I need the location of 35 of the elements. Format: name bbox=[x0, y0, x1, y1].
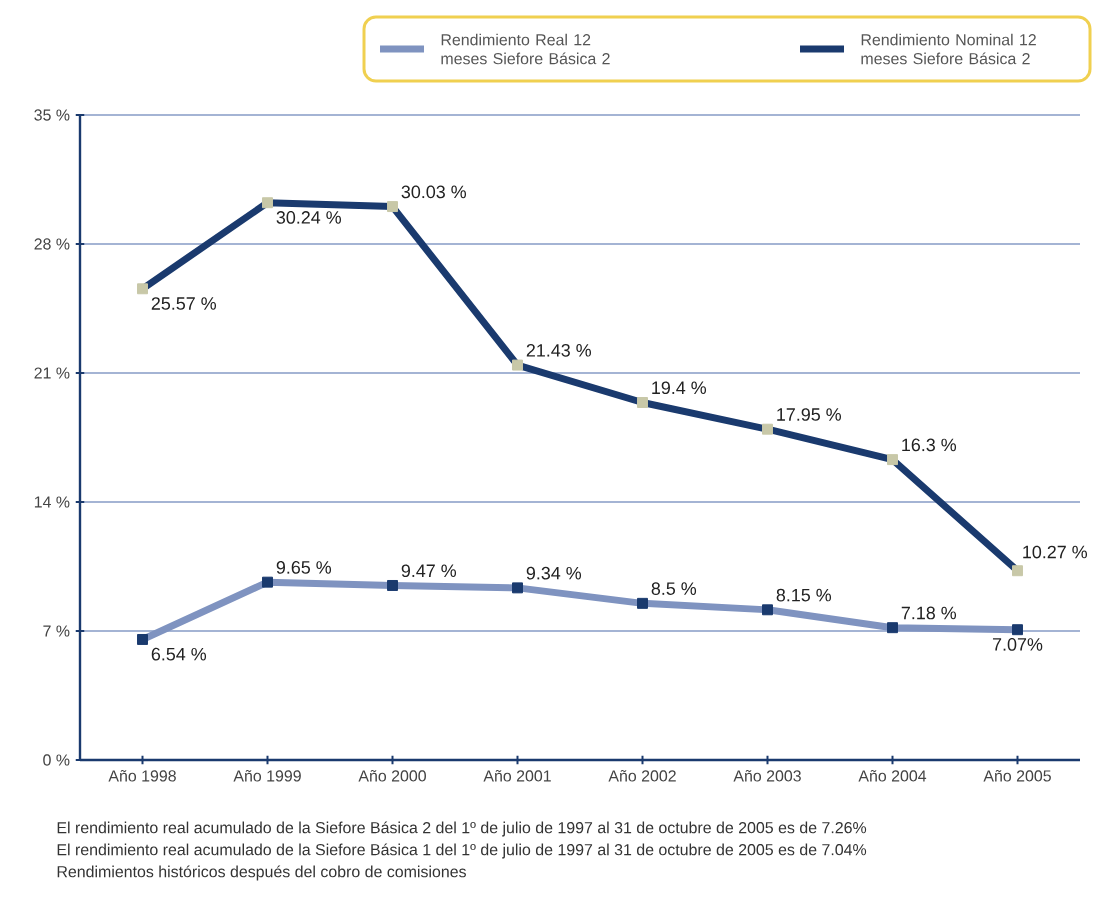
data-label: 16.3 % bbox=[902, 438, 957, 452]
x-tick-label: Año 2000 bbox=[358, 769, 426, 782]
data-label: 9.34 % bbox=[526, 566, 582, 580]
x-tick-label: Año 2001 bbox=[483, 769, 551, 782]
text: Rendimientos históricos después del cobro de comisiones bbox=[57, 865, 466, 881]
legend-label: Rendimiento Nominal 12 meses Siefore Básica 2 bbox=[861, 33, 1036, 65]
data-label: 25.57 % bbox=[151, 297, 217, 310]
data-label: 8.5 % bbox=[651, 582, 697, 595]
text: El rendimiento real acumulado de la Siefore Básica 1 del 1º de julio de 1997 al 31 de octubre de 2005 es de 7.04% bbox=[57, 843, 867, 859]
y-tick-label: 28 % bbox=[34, 238, 70, 250]
text: El rendimiento real acumulado de la Siefore Básica 2 del 1º de julio de 1997 al 31 de octubre de 2005 es de 7.26% bbox=[57, 821, 867, 837]
y-tick-label: 0 % bbox=[43, 754, 70, 766]
data-label: 7.18 % bbox=[901, 606, 957, 620]
x-tick-label: Año 2004 bbox=[858, 769, 927, 782]
data-label: 9.47 % bbox=[401, 564, 457, 578]
data-label: 7.07% bbox=[992, 638, 1043, 651]
data-label: 21.43 % bbox=[526, 343, 592, 357]
x-tick-label: Año 1998 bbox=[108, 769, 176, 782]
x-tick-label: Año 2005 bbox=[983, 769, 1051, 782]
data-label: 10.27 % bbox=[1023, 545, 1088, 559]
y-tick-label: 21 % bbox=[34, 367, 70, 379]
y-tick-label: 35 % bbox=[34, 109, 70, 121]
data-label: 6.54 % bbox=[151, 647, 207, 661]
data-label: 30.03 % bbox=[401, 185, 467, 199]
x-tick-label: Año 1999 bbox=[233, 769, 301, 782]
y-tick-label: 7 % bbox=[43, 625, 70, 637]
data-label: 9.65 % bbox=[276, 561, 332, 574]
legend-label: Rendimiento Real 12 meses Siefore Básica 2 bbox=[441, 33, 610, 65]
x-tick-label: Año 2003 bbox=[733, 769, 801, 782]
data-label: 19.4 % bbox=[652, 381, 707, 395]
y-tick-label: 14 % bbox=[34, 496, 70, 508]
data-label: 17.95 % bbox=[777, 408, 842, 421]
data-label: 30.24 % bbox=[276, 211, 342, 224]
x-tick-label: Año 2002 bbox=[608, 769, 676, 782]
data-label: 8.15 % bbox=[776, 588, 832, 602]
